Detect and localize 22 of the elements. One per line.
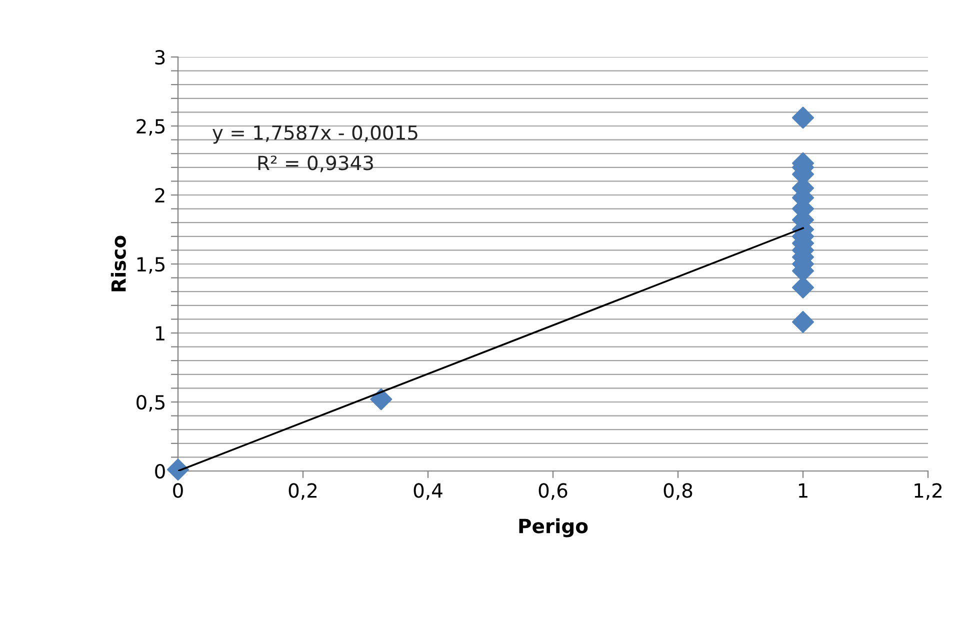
x-axis-title: Perigo xyxy=(519,518,588,538)
y-tick-label: 3 xyxy=(155,50,165,65)
y-tick-label: 1 xyxy=(156,326,164,340)
annotation: y = 1,7587x - 0,0015 xyxy=(212,125,418,144)
point xyxy=(792,310,814,333)
point xyxy=(167,458,189,481)
x-tick-label: 0,4 xyxy=(414,483,442,500)
y-tick-label: 2 xyxy=(155,188,164,202)
y-axis-title: Risco xyxy=(110,236,126,292)
x-tick-label: 1,2 xyxy=(914,483,942,500)
point xyxy=(792,106,814,129)
annotation: R² = 0,9343 xyxy=(258,156,373,172)
x-tick-label: 0 xyxy=(173,483,183,498)
y-tick-label: 1,5 xyxy=(137,257,164,274)
x-tick-label: 0,8 xyxy=(664,483,692,500)
x-tick-label: 1 xyxy=(798,483,808,498)
y-tick-label: 2,5 xyxy=(136,118,164,136)
point xyxy=(370,388,392,410)
y-tick-label: 0 xyxy=(155,464,165,479)
x-tick-label: 0,6 xyxy=(538,483,568,500)
x-tick-label: 0,2 xyxy=(288,483,317,500)
y-tick-label: 0,5 xyxy=(136,394,164,412)
